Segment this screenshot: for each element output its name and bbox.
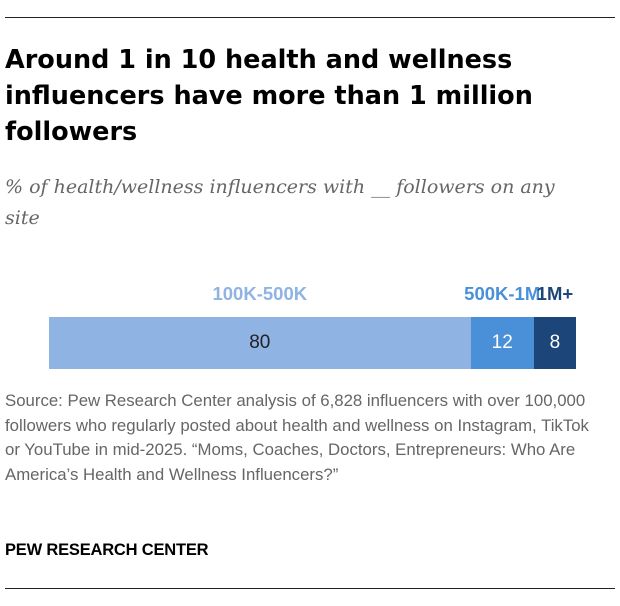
series-label-1m-plus: 1M+: [536, 283, 574, 304]
top-rule: [5, 17, 615, 18]
bar-value-500k-1m: 12: [491, 332, 513, 353]
bar-segment-500k-1m: 12: [470, 317, 534, 369]
chart-subtitle: % of health/wellness influencers with __…: [5, 176, 555, 229]
source-note: Source: Pew Research Center analysis of …: [5, 391, 589, 484]
series-label-100k-500k: 100K-500K: [212, 283, 308, 304]
organization-name: PEW RESEARCH CENTER: [5, 541, 209, 559]
bar-segment-1m-plus: 8: [533, 317, 576, 369]
bar-segment-100k-500k: 80: [49, 317, 471, 369]
bar-value-1m-plus: 8: [549, 332, 561, 353]
series-label-500k-1m: 500K-1M: [464, 283, 541, 304]
bar-value-100k-500k: 80: [249, 332, 271, 353]
bottom-rule: [5, 588, 615, 589]
chart-title: Around 1 in 10 health and wellness influ…: [5, 45, 533, 147]
